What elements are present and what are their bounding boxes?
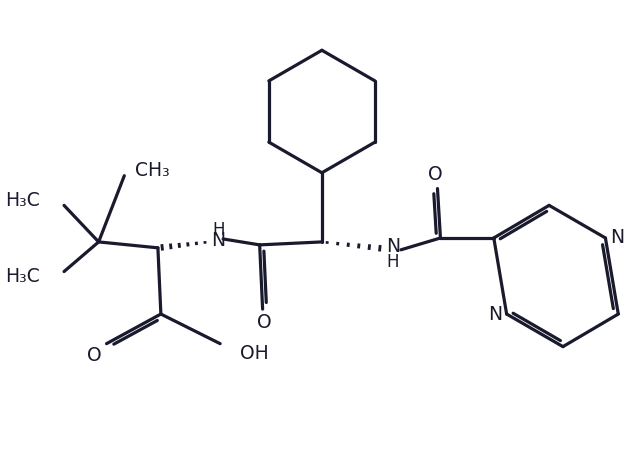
Text: N: N [386, 237, 400, 256]
Text: O: O [257, 313, 272, 332]
Text: OH: OH [240, 344, 269, 363]
Text: H: H [387, 253, 399, 271]
Text: N: N [211, 231, 225, 251]
Text: H: H [212, 221, 225, 239]
Text: CH₃: CH₃ [134, 161, 170, 180]
Text: N: N [610, 228, 625, 248]
Text: O: O [88, 346, 102, 365]
Text: O: O [428, 165, 443, 184]
Text: N: N [488, 305, 502, 323]
Text: H₃C: H₃C [6, 191, 40, 210]
Text: H₃C: H₃C [6, 267, 40, 286]
